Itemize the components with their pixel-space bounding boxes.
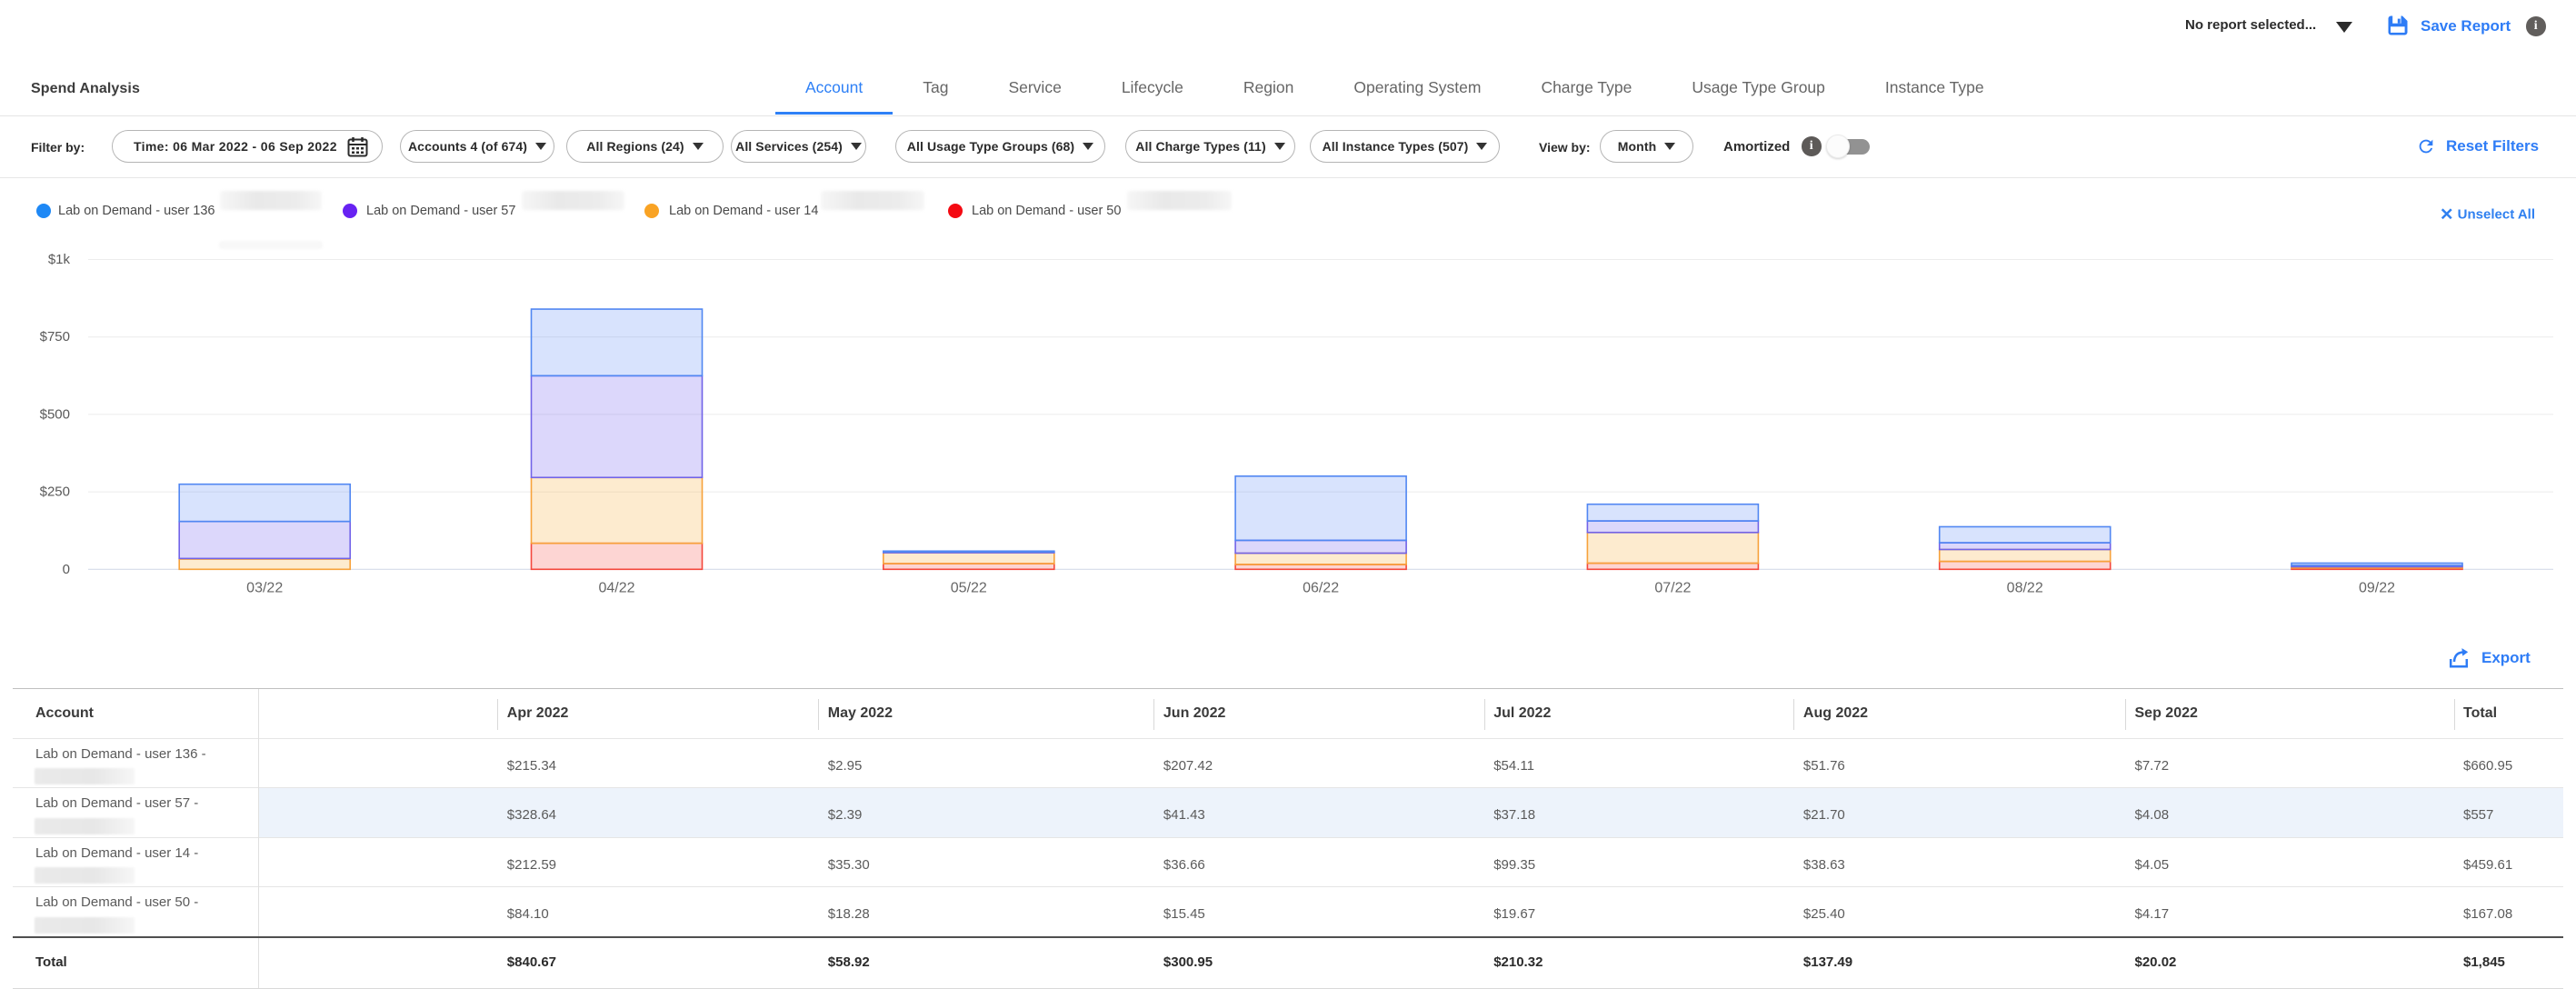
- svg-text:$250: $250: [40, 485, 70, 500]
- svg-text:$500: $500: [40, 406, 70, 422]
- svg-text:05/22: 05/22: [951, 581, 987, 596]
- svg-text:$1k: $1k: [48, 252, 71, 267]
- svg-text:04/22: 04/22: [598, 581, 634, 596]
- svg-text:$750: $750: [40, 329, 70, 345]
- svg-text:06/22: 06/22: [1303, 581, 1339, 596]
- svg-text:07/22: 07/22: [1654, 581, 1691, 596]
- svg-text:0: 0: [63, 562, 70, 577]
- svg-text:03/22: 03/22: [246, 581, 283, 596]
- svg-text:09/22: 09/22: [2359, 581, 2395, 596]
- svg-text:08/22: 08/22: [2007, 581, 2043, 596]
